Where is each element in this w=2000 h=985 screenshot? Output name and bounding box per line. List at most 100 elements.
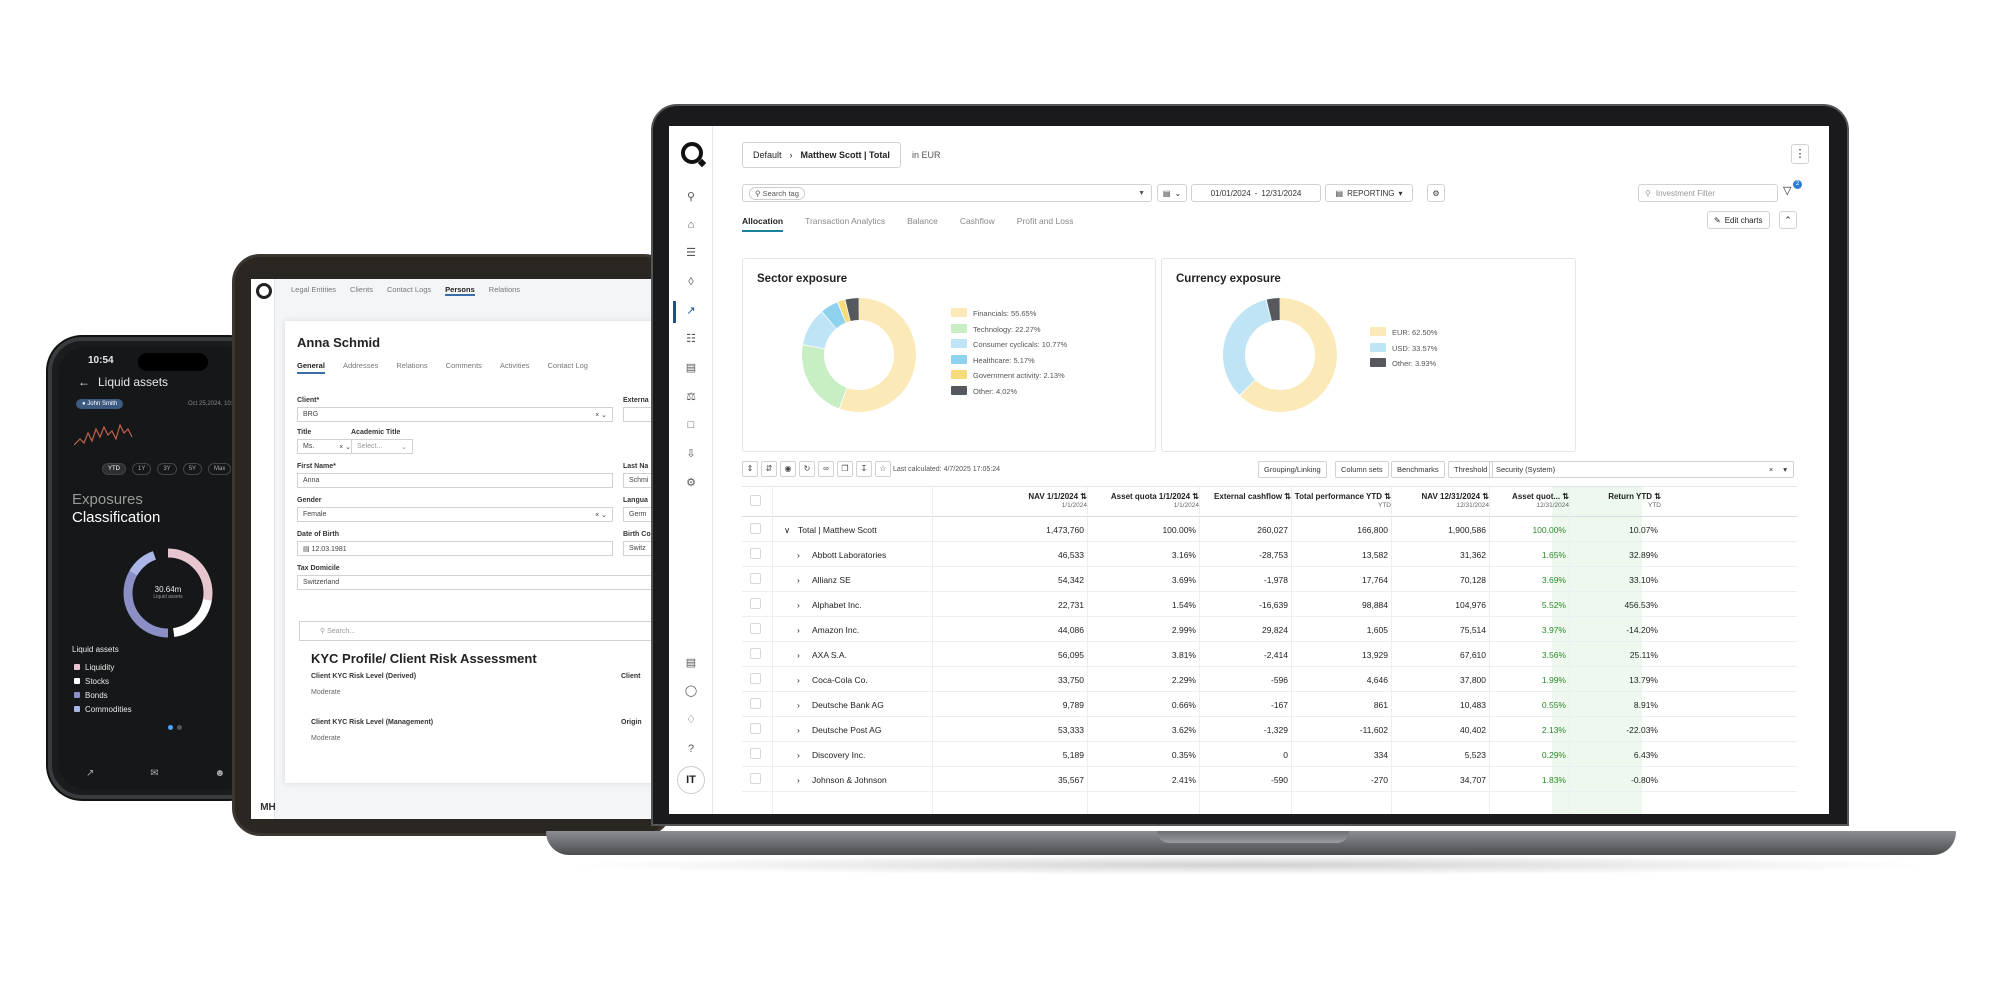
gear-icon[interactable]: ⚙ xyxy=(1427,184,1445,202)
edit-charts-button[interactable]: ✎ Edit charts xyxy=(1707,211,1770,229)
table-row[interactable]: › Johnson & Johnson 35,567 2.41% -590 -270 34,… xyxy=(742,767,1797,792)
chart-icon[interactable]: ↗ xyxy=(85,768,95,779)
chevron-right-icon[interactable]: › xyxy=(797,575,800,585)
tab-contact-log[interactable]: Contact Log xyxy=(547,361,588,370)
tab-allocation[interactable]: Allocation xyxy=(742,216,784,232)
chevron-down-icon[interactable]: ▼ xyxy=(1138,189,1145,197)
column-header[interactable]: NAV 1/1/2024 ⇅ 1/1/2024 xyxy=(1028,492,1087,509)
refresh-icon[interactable]: ↻ xyxy=(799,461,815,477)
security-select[interactable]: Security (System) × ▾ xyxy=(1489,461,1794,478)
search-tag-input[interactable]: ⚲ Search tag ▼ xyxy=(742,184,1152,202)
column-header[interactable]: NAV 12/31/2024 ⇅ 12/31/2024 xyxy=(1421,492,1490,509)
page-dots[interactable] xyxy=(168,725,182,730)
donut-slice-financials[interactable] xyxy=(802,298,916,412)
range-pill[interactable]: Max xyxy=(208,463,232,475)
gender-select[interactable]: Female × ⌄ xyxy=(297,507,613,522)
tab-relations[interactable]: Relations xyxy=(396,361,428,370)
table-row[interactable]: › Deutsche Post AG 53,333 3.62% -1,329 -11,60… xyxy=(742,717,1797,742)
row-checkbox[interactable] xyxy=(750,673,761,684)
save-view-button[interactable]: ▤ ⌄ xyxy=(1157,184,1187,202)
back-arrow-icon[interactable]: ← xyxy=(78,375,90,389)
balance-icon[interactable]: ⚖ xyxy=(686,391,696,403)
chevron-right-icon[interactable]: › xyxy=(797,700,800,710)
row-checkbox[interactable] xyxy=(750,623,761,634)
tab-balance[interactable]: Balance xyxy=(907,216,938,226)
academic-title-select[interactable]: Select... ⌄ xyxy=(351,439,413,454)
tax-domicile-field[interactable]: Switzerland xyxy=(297,575,669,590)
range-pill[interactable]: 1Y xyxy=(132,463,152,475)
copy-icon[interactable]: ❐ xyxy=(837,461,853,477)
app-logo[interactable] xyxy=(681,142,703,164)
search-icon[interactable]: ⚲ xyxy=(686,191,696,203)
donut-slice-eur[interactable] xyxy=(1223,298,1337,412)
user-icon[interactable]: ☻ xyxy=(214,768,226,779)
tab-legal-entities[interactable]: Legal Entities xyxy=(291,285,337,294)
collapse-all-icon[interactable]: ⇵ xyxy=(761,461,777,477)
range-pill[interactable]: YTD xyxy=(102,463,126,475)
threshold-button[interactable]: Threshold xyxy=(1448,461,1494,478)
column-header[interactable]: External cashflow ⇅ xyxy=(1214,492,1291,501)
date-range-picker[interactable]: 01/01/2024 - 12/31/2024 xyxy=(1191,184,1321,202)
table-row[interactable]: › Deutsche Bank AG 9,789 0.66% -167 861 10,483… xyxy=(742,692,1797,717)
collapse-icon[interactable]: ⌃ xyxy=(1779,211,1797,229)
column-header[interactable]: Return YTD ⇅ YTD xyxy=(1608,492,1661,509)
chevron-right-icon[interactable]: ∨ xyxy=(784,525,791,535)
calendar-icon[interactable]: ▤ xyxy=(303,546,310,553)
table-row[interactable]: › Discovery Inc. 5,189 0.35% 0 334 5,523 0.29% 6… xyxy=(742,742,1797,767)
tab-profit-and-loss[interactable]: Profit and Loss xyxy=(1016,216,1074,226)
column-header[interactable]: Asset quot... ⇅ 12/31/2024 xyxy=(1512,492,1569,509)
database-icon[interactable]: ☰ xyxy=(686,247,696,259)
clear-icon[interactable]: × ⌄ xyxy=(595,412,607,419)
table-row[interactable]: › Amazon Inc. 44,086 2.99% 29,824 1,605 75,514… xyxy=(742,617,1797,642)
table-row[interactable]: › Coca-Cola Co. 33,750 2.29% -596 4,646 37,800… xyxy=(742,667,1797,692)
tab-addresses[interactable]: Addresses xyxy=(342,361,379,370)
donut-slice-technology[interactable] xyxy=(802,298,916,412)
clipboard-icon[interactable]: ▤ xyxy=(685,362,697,374)
column-sets-button[interactable]: Column sets xyxy=(1335,461,1389,478)
row-checkbox[interactable] xyxy=(750,723,761,734)
reporting-dropdown[interactable]: ▤ REPORTING ▾ xyxy=(1325,184,1413,202)
dob-field[interactable]: ▤ 12.03.1981 xyxy=(297,541,613,556)
chevron-right-icon[interactable]: › xyxy=(797,750,800,760)
table-row[interactable]: › Allianz SE 54,342 3.69% -1,978 17,764 70,128… xyxy=(742,567,1797,592)
table-row[interactable]: › Alphabet Inc. 22,731 1.54% -16,639 98,884 10… xyxy=(742,592,1797,617)
first-name-field[interactable]: Anna xyxy=(297,473,613,488)
client-field[interactable]: BRG × ⌄ xyxy=(297,407,613,422)
chevron-right-icon[interactable]: › xyxy=(797,675,800,685)
breadcrumb-root[interactable]: Default xyxy=(753,150,782,160)
analytics-icon[interactable]: ↗ xyxy=(686,305,696,317)
row-checkbox[interactable] xyxy=(750,573,761,584)
link-icon[interactable]: ∞ xyxy=(818,461,834,477)
row-checkbox[interactable] xyxy=(750,648,761,659)
row-checkbox[interactable] xyxy=(750,548,761,559)
export-icon[interactable]: ↧ xyxy=(856,461,872,477)
tab-cashflow[interactable]: Cashflow xyxy=(959,216,995,226)
tab-relations[interactable]: Relations xyxy=(488,285,521,294)
chevron-right-icon[interactable]: › xyxy=(797,600,800,610)
cards-icon[interactable]: ▤ xyxy=(685,657,697,669)
range-pill[interactable]: 5Y xyxy=(182,463,203,475)
chevron-right-icon[interactable]: › xyxy=(797,550,800,560)
breadcrumb[interactable]: Default › Matthew Scott | Total xyxy=(742,142,901,168)
row-checkbox[interactable] xyxy=(750,773,761,784)
column-header[interactable]: Total performance YTD ⇅ YTD xyxy=(1294,492,1391,509)
row-checkbox[interactable] xyxy=(750,523,761,534)
tab-transaction-analytics[interactable]: Transaction Analytics xyxy=(805,216,886,226)
chevron-right-icon[interactable]: › xyxy=(797,625,800,635)
column-header[interactable]: Asset quota 1/1/2024 ⇅ 1/1/2024 xyxy=(1110,492,1199,509)
home-icon[interactable]: ⌂ xyxy=(687,219,695,231)
trophy-icon[interactable]: ☆ xyxy=(875,461,891,477)
folder-icon[interactable]: □ xyxy=(687,419,695,431)
view-icon[interactable]: ◉ xyxy=(780,461,796,477)
table-row[interactable]: ∨ Total | Matthew Scott 1,473,760 100.00% 26… xyxy=(742,517,1797,542)
chevron-right-icon[interactable]: › xyxy=(797,650,800,660)
tablet-search-input[interactable]: ⚲ Search... xyxy=(299,621,659,641)
tab-comments[interactable]: Comments xyxy=(445,361,482,370)
chevron-right-icon[interactable]: › xyxy=(797,775,800,785)
header-checkbox[interactable] xyxy=(750,495,761,506)
chevron-right-icon[interactable]: › xyxy=(797,725,800,735)
page-dot[interactable] xyxy=(177,725,182,730)
user-chip[interactable]: ● John Smith xyxy=(76,399,124,409)
tab-contact-logs[interactable]: Contact Logs xyxy=(386,285,432,294)
layers-icon[interactable]: ◊ xyxy=(688,276,694,288)
